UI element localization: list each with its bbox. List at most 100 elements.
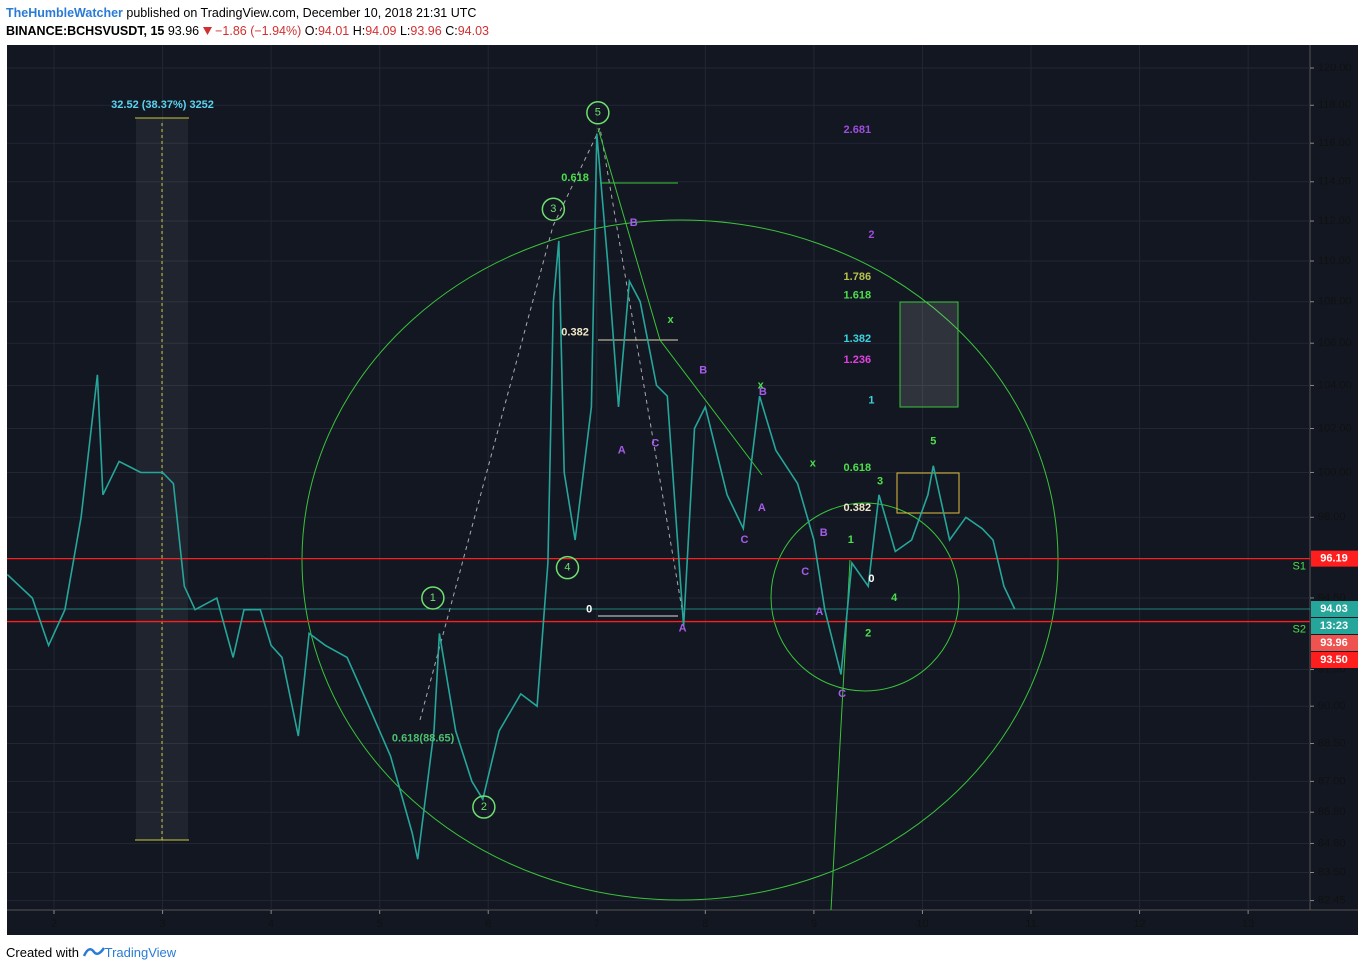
price-label-bg [1311, 652, 1358, 669]
trend-line [597, 127, 763, 476]
ohlc-key: L: [399, 24, 411, 38]
y-tick-label: 94.50 [1318, 592, 1346, 604]
publish-line: TheHumbleWatcher published on TradingVie… [6, 4, 489, 22]
y-tick-label: 88.50 [1318, 737, 1346, 749]
ohlc-value: 94.01 [317, 24, 350, 38]
annotation: 0 [868, 573, 874, 585]
y-tick-label: 82.45 [1318, 894, 1346, 906]
price-line [6, 133, 1016, 860]
background [7, 45, 1358, 935]
x-tick-label: 11 [1025, 918, 1036, 930]
x-tick-label: 3 [159, 918, 165, 930]
wave-circle [541, 197, 566, 221]
x-tick-label: 2 [51, 918, 57, 930]
y-tick-label: 110.00 [1318, 255, 1351, 267]
footer: Created with TradingView [6, 945, 176, 960]
annotation: 1.236 [844, 354, 872, 366]
x-tick-label: 9 [811, 918, 817, 930]
annotation: 0 [586, 604, 592, 616]
change: −1.86 (−1.94%) [215, 24, 302, 38]
x-tick-label: 5 [377, 918, 383, 930]
price-label-bg [1311, 550, 1358, 567]
annotation: 3 [550, 203, 556, 215]
header: TheHumbleWatcher published on TradingVie… [6, 4, 489, 40]
annotation: A [679, 623, 687, 635]
y-tick-label: 116.00 [1318, 137, 1351, 149]
price-label: 93.96 [1320, 637, 1348, 649]
ohlc-value: 94.03 [457, 24, 489, 38]
fib-circle [770, 502, 960, 692]
x-tick-label: 12 [1133, 918, 1145, 930]
support-label: S1 [1293, 561, 1306, 573]
y-tick-label: 85.80 [1318, 806, 1346, 818]
x-tick-label: 4 [268, 918, 274, 930]
annotation: 32.52 (38.37%) 3252 [111, 99, 214, 111]
annotation: 0.618 [844, 462, 872, 474]
price-label: 93.50 [1320, 654, 1348, 666]
ohlc-value: 93.96 [410, 24, 442, 38]
annotation: A [618, 444, 626, 456]
countdown-bg [1311, 618, 1358, 635]
annotation: C [801, 566, 809, 578]
annotation: B [759, 386, 767, 398]
target-box [896, 472, 960, 514]
ohlc-key: O: [304, 24, 318, 38]
annotation: 1 [430, 592, 436, 604]
annotation: 2 [868, 229, 874, 241]
annotation: 1 [848, 534, 854, 546]
price-label: 94.03 [1320, 603, 1348, 615]
annotation: B [699, 364, 707, 376]
annotation: 1.618 [844, 289, 872, 301]
grid [7, 45, 1310, 910]
support-label: S2 [1293, 623, 1306, 635]
y-tick-label: 100.00 [1318, 466, 1352, 478]
y-tick-label: 84.60 [1318, 837, 1346, 849]
annotation: C [740, 534, 748, 546]
price-label-bg [1311, 635, 1358, 652]
annotation: 0.382 [844, 502, 872, 514]
author[interactable]: TheHumbleWatcher [6, 6, 123, 20]
y-tick-label: 104.00 [1318, 379, 1352, 391]
symbol: BINANCE:BCHSVUSDT, 15 [6, 24, 165, 38]
price-label-bg [1311, 601, 1358, 618]
x-tick-label: 6 [485, 918, 491, 930]
annotation: 4 [891, 592, 898, 604]
last: 93.96 [167, 24, 200, 38]
wave-circle [421, 586, 445, 610]
annotations: S1 S2 5 3 1 2 4 0.618 0.382 0 32.52 (38.37%) 3252 0… [111, 99, 1306, 819]
x-tick-label: 13 [1242, 918, 1254, 930]
down-arrow [202, 27, 212, 35]
ohlc: O:94.01 H:94.09 L:93.96 C:94.03 [305, 24, 489, 38]
y-tick-label: 90.00 [1318, 700, 1346, 712]
target-box [899, 301, 959, 408]
annotation: 1 [868, 394, 874, 406]
annotation: B [820, 527, 828, 539]
fib-circle [301, 219, 1059, 901]
annotation: 1.382 [844, 333, 872, 345]
annotation: 3 [877, 475, 883, 487]
annotation: 0.618(88.65) [392, 732, 455, 744]
annotation: 2 [481, 801, 487, 813]
y-tick-label: 114.00 [1318, 176, 1351, 188]
ohlc-value: 94.09 [365, 24, 397, 38]
annotation: A [758, 502, 766, 514]
symbol-line: BINANCE:BCHSVUSDT, 15 93.96 −1.86 (−1.94… [6, 22, 489, 40]
countdown: 13:23 [1320, 620, 1348, 632]
ohlc-key: H: [352, 24, 366, 38]
wave-circle [555, 555, 580, 580]
trend-line [419, 126, 684, 721]
annotation: A [815, 606, 823, 618]
annotation: x [810, 458, 817, 470]
y-tick-label: 120.00 [1318, 62, 1352, 74]
annotation: x [758, 379, 765, 391]
annotation: C [651, 438, 659, 450]
annotation: 2 [865, 627, 871, 639]
ohlc-key: C: [445, 24, 458, 38]
price-label: 96.19 [1320, 553, 1348, 565]
brand[interactable]: TradingView [104, 945, 177, 960]
data [6, 133, 1310, 860]
x-tick-label: 10 [916, 918, 928, 930]
published: published on TradingView.com, December 1… [126, 6, 477, 20]
x-tick-label: 7 [594, 918, 600, 930]
